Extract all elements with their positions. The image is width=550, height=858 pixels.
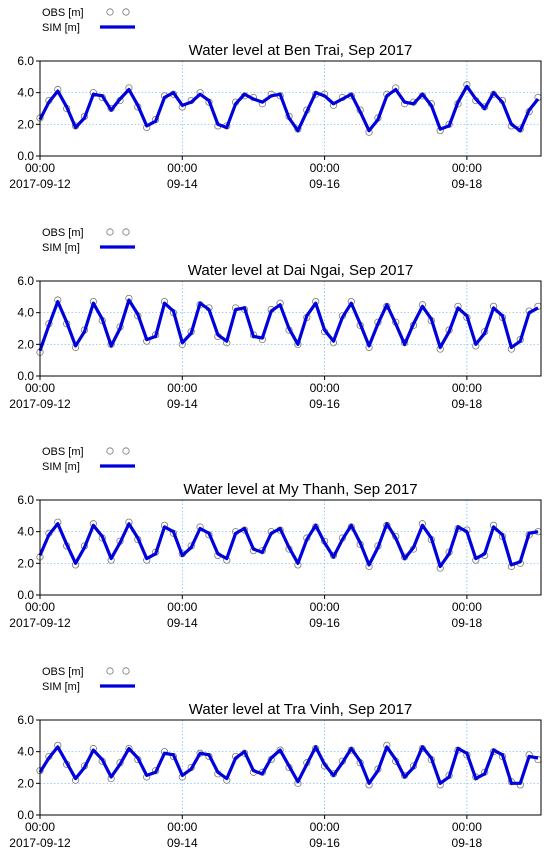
x-tick-label: 00:00 09-14	[167, 381, 198, 411]
chart-panel: OBS [m] SIM [m] Water level at My Thanh, S…	[9, 446, 542, 630]
y-tick-label: 6.0	[17, 493, 34, 507]
chart-title: Water level at Dai Ngai, Sep 2017	[188, 262, 413, 279]
sim-line	[38, 745, 539, 785]
legend-marker	[106, 228, 114, 236]
legend-marker	[122, 667, 130, 675]
obs-point	[383, 521, 391, 529]
legend-label: OBS [m]	[42, 7, 84, 19]
x-tick-label: 00:00 09-18	[452, 161, 483, 191]
legend-label: SIM [m]	[42, 242, 80, 254]
x-tick-label: 00:00 09-16	[309, 381, 340, 411]
y-tick-label: 0.0	[17, 369, 34, 383]
chart-title: Water level at Tra Vinh, Sep 2017	[189, 701, 412, 718]
legend-marker	[106, 447, 114, 455]
legend-label: OBS [m]	[42, 227, 84, 239]
obs-point	[329, 551, 338, 560]
legend-marker	[106, 667, 114, 675]
y-tick-label: 0.0	[17, 149, 34, 163]
y-tick-label: 4.0	[17, 745, 34, 759]
y-tick-label: 2.0	[17, 776, 34, 790]
x-tick-label: 00:00 09-18	[452, 381, 483, 411]
plot-frame	[39, 280, 542, 377]
x-tick-label: 00:00 09-16	[309, 820, 340, 850]
obs-point	[383, 302, 391, 310]
obs-point	[347, 746, 355, 754]
legend-label: SIM [m]	[42, 22, 80, 34]
x-tick-label: 00:00 2017-09-12	[9, 161, 71, 191]
y-tick-label: 2.0	[17, 556, 34, 570]
y-tick-label: 0.0	[17, 808, 34, 822]
obs-point	[347, 523, 355, 531]
y-tick-label: 2.0	[17, 337, 34, 351]
sim-line	[38, 84, 540, 133]
x-tick-label: 00:00 09-14	[167, 600, 198, 630]
sim-line	[38, 298, 539, 352]
legend-label: OBS [m]	[42, 446, 84, 458]
x-tick-label: 00:00 09-14	[167, 820, 198, 850]
obs-point	[312, 744, 320, 753]
chart-panel: OBS [m] SIM [m] Water level at Ben Trai, S…	[9, 7, 542, 191]
obs-point	[401, 339, 409, 347]
chart-panel: OBS [m] SIM [m] Water level at Dai Ngai, S…	[9, 227, 542, 411]
y-tick-label: 6.0	[17, 274, 34, 288]
x-tick-label: 00:00 09-18	[452, 600, 483, 630]
legend-label: OBS [m]	[42, 666, 84, 678]
x-tick-label: 00:00 09-14	[167, 161, 198, 191]
chart-title: Water level at Ben Trai, Sep 2017	[189, 42, 413, 59]
sim-line	[38, 522, 539, 569]
y-tick-label: 4.0	[17, 86, 34, 100]
y-tick-label: 6.0	[17, 713, 34, 727]
legend-marker	[122, 8, 130, 16]
y-tick-label: 2.0	[17, 117, 34, 131]
y-tick-label: 0.0	[17, 588, 34, 602]
legend-label: SIM [m]	[42, 461, 80, 473]
x-tick-label: 00:00 09-16	[309, 161, 340, 191]
x-tick-label: 00:00 2017-09-12	[9, 820, 71, 850]
legend-marker	[122, 447, 130, 455]
plot-frame	[39, 499, 542, 596]
y-tick-label: 6.0	[17, 54, 34, 68]
chart-panel: OBS [m] SIM [m] Water level at Tra Vinh, S…	[9, 666, 542, 850]
obs-point	[312, 523, 320, 531]
y-tick-label: 4.0	[17, 306, 34, 320]
legend-marker	[106, 8, 114, 16]
x-tick-label: 00:00 09-18	[452, 820, 483, 850]
chart-title: Water level at My Thanh, Sep 2017	[183, 481, 417, 498]
x-tick-label: 00:00 09-16	[309, 600, 340, 630]
x-tick-label: 00:00 2017-09-12	[9, 381, 71, 411]
x-tick-label: 00:00 2017-09-12	[9, 600, 71, 630]
legend-marker	[122, 228, 130, 236]
legend-label: SIM [m]	[42, 681, 80, 693]
y-tick-label: 4.0	[17, 525, 34, 539]
obs-point	[294, 125, 302, 133]
plot-frame	[39, 719, 542, 816]
plot-frame	[39, 60, 542, 157]
